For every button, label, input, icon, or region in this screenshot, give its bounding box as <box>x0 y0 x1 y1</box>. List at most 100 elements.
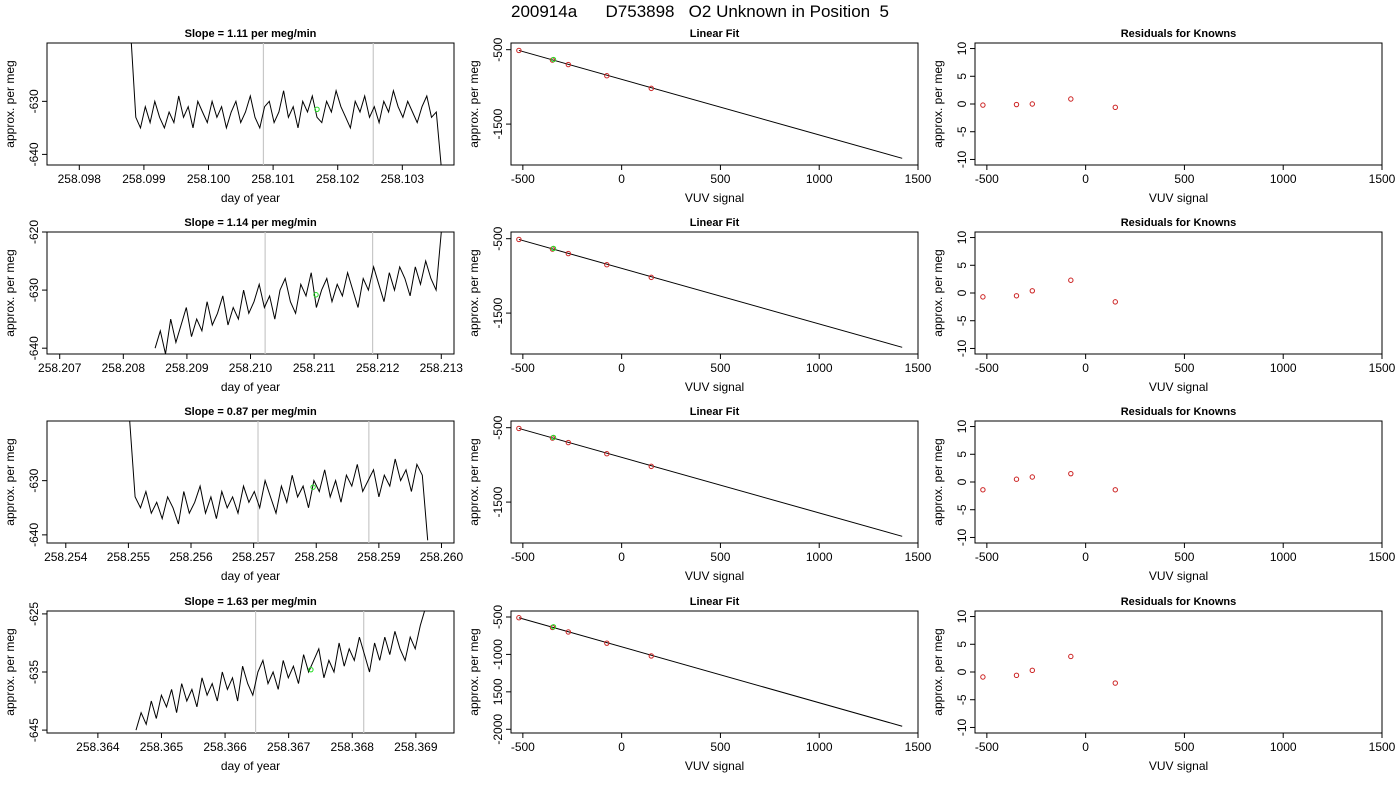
known-point <box>604 262 610 268</box>
y-tick-label: -620 <box>27 220 41 244</box>
y-tick-label: 10 <box>955 42 969 56</box>
x-tick-label: -500 <box>975 172 999 186</box>
x-axis-label: day of year <box>221 569 280 583</box>
chart-panel: Slope = 1.63 per meg/min day of year appro… <box>3 596 455 773</box>
x-tick-label: 258.366 <box>203 740 247 754</box>
plot-frame <box>510 610 919 734</box>
x-axis-label: day of year <box>221 380 280 394</box>
y-tick-label: -5 <box>955 504 969 515</box>
y-tick-label: -500 <box>491 37 505 61</box>
x-tick-label: -500 <box>511 361 535 375</box>
y-axis-label: approx. per meg <box>467 438 481 525</box>
residual-point <box>1068 653 1074 660</box>
y-tick-label: -630 <box>27 278 41 302</box>
y-tick-label: 5 <box>955 262 969 269</box>
unknown-point <box>550 245 557 252</box>
residual-point <box>1112 104 1118 111</box>
x-tick-label: 1500 <box>905 740 932 754</box>
x-tick-label: 258.369 <box>394 740 438 754</box>
chart-panel: Slope = 1.11 per meg/min day of year appro… <box>3 28 455 205</box>
x-tick-label: 258.368 <box>331 740 375 754</box>
chart-panel: Linear Fit VUV signal approx. per meg -500 0… <box>467 406 932 583</box>
y-tick-label: 5 <box>955 641 969 648</box>
known-point <box>648 85 654 92</box>
x-tick-label: -500 <box>511 172 535 186</box>
y-axis-label: approx. per meg <box>467 60 481 147</box>
residual-point <box>1029 474 1035 480</box>
y-tick-label: 1500 <box>491 678 505 705</box>
chart-title: Linear Fit <box>690 28 740 40</box>
x-tick-label: 258.257 <box>232 550 276 564</box>
x-tick-label: 258.101 <box>251 172 295 186</box>
residual-point <box>1029 667 1035 674</box>
x-tick-label: 500 <box>1174 550 1194 564</box>
chart-panel: Residuals for Knowns VUV signal approx. pe… <box>931 217 1396 394</box>
y-tick-label: -500 <box>491 605 505 629</box>
chart-title: Linear Fit <box>690 596 740 608</box>
x-tick-label: 1500 <box>1369 361 1396 375</box>
y-tick-label: 10 <box>955 610 969 624</box>
known-point <box>604 73 610 79</box>
x-axis-label: VUV signal <box>1149 380 1208 394</box>
y-tick-label: -500 <box>491 226 505 250</box>
chart-panel: Residuals for Knowns VUV signal approx. pe… <box>931 28 1396 205</box>
x-tick-label: 500 <box>710 361 730 375</box>
x-tick-label: 258.102 <box>316 172 360 186</box>
y-tick-label: 5 <box>955 451 969 458</box>
y-tick-label: 10 <box>955 420 969 434</box>
x-tick-label: 258.098 <box>58 172 102 186</box>
plot-frame <box>46 42 455 166</box>
y-tick-label: -640 <box>27 523 41 547</box>
known-point <box>604 640 610 646</box>
chart-title: Slope = 1.11 per meg/min <box>185 28 317 40</box>
known-point <box>565 439 571 446</box>
residual-point <box>1013 476 1020 482</box>
residual-point <box>1068 470 1074 477</box>
known-point <box>648 463 654 470</box>
x-axis-label: VUV signal <box>1149 191 1208 205</box>
chart-title: Linear Fit <box>690 217 740 229</box>
y-tick-label: -1000 <box>491 639 505 670</box>
plot-frame <box>510 231 919 355</box>
x-tick-label: 258.212 <box>356 361 400 375</box>
x-tick-label: 0 <box>618 550 625 564</box>
y-tick-label: -635 <box>27 660 41 684</box>
x-tick-label: 258.256 <box>169 550 213 564</box>
x-tick-label: 1500 <box>905 172 932 186</box>
plot-frame <box>510 420 919 544</box>
unknown-point <box>550 434 557 441</box>
fit-line <box>518 238 903 348</box>
x-tick-label: 0 <box>618 361 625 375</box>
x-axis-label: VUV signal <box>685 380 744 394</box>
y-axis-label: approx. per meg <box>931 438 945 525</box>
x-tick-label: 1500 <box>905 550 932 564</box>
known-point <box>516 47 522 54</box>
known-point <box>516 236 522 243</box>
x-axis-label: VUV signal <box>685 569 744 583</box>
x-axis-label: VUV signal <box>1149 569 1208 583</box>
x-tick-label: 258.364 <box>76 740 120 754</box>
x-tick-label: 1000 <box>1270 550 1297 564</box>
plot-frame <box>974 231 1383 355</box>
chart-title: Slope = 1.14 per meg/min <box>184 217 317 229</box>
y-tick-label: -645 <box>27 718 41 742</box>
x-tick-label: 1000 <box>806 740 833 754</box>
x-tick-label: 0 <box>1082 550 1089 564</box>
unknown-mean-point <box>314 106 320 113</box>
residual-point <box>1112 680 1118 686</box>
plot-frame <box>46 610 455 734</box>
y-tick-label: -10 <box>955 718 969 736</box>
x-tick-label: 258.209 <box>165 361 209 375</box>
plot-frame <box>46 420 455 544</box>
known-point <box>648 274 654 281</box>
x-tick-label: 0 <box>618 172 625 186</box>
known-point <box>565 629 571 635</box>
x-tick-label: 258.259 <box>357 550 401 564</box>
residual-point <box>980 102 986 108</box>
y-axis-label: approx. per meg <box>467 628 481 715</box>
chart-panel: Slope = 1.14 per meg/min day of year appro… <box>3 217 463 394</box>
y-tick-label: -1500 <box>491 108 505 139</box>
x-axis-label: day of year <box>221 191 280 205</box>
x-tick-label: -500 <box>511 550 535 564</box>
y-axis-label: approx. per meg <box>931 628 945 715</box>
